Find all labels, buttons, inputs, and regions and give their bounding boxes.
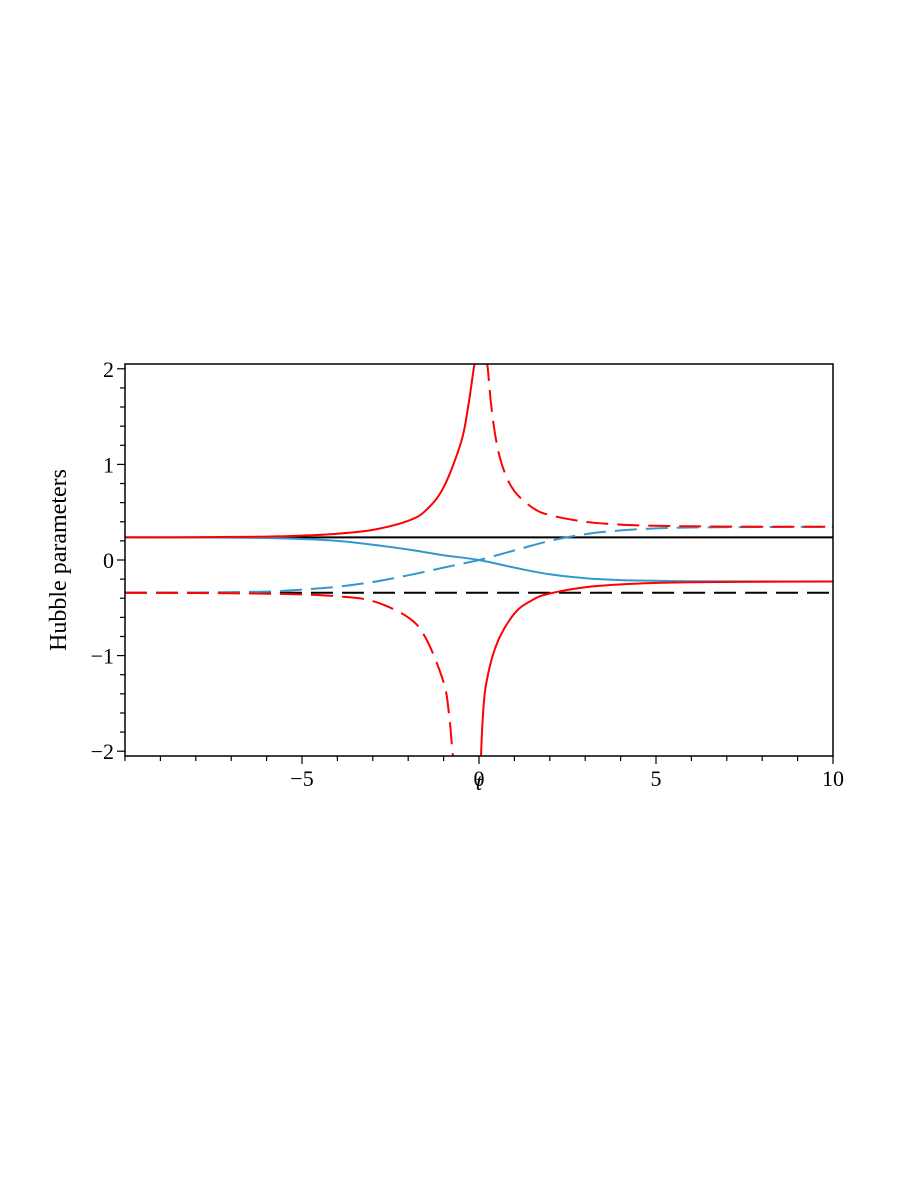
x-tick-label: 0 [474, 766, 485, 791]
series-line-5-branch-1 [486, 364, 833, 528]
series-line-4-branch-1 [479, 580, 833, 756]
y-tick-label: 1 [103, 452, 114, 477]
series-line-4-branch-0 [125, 364, 476, 539]
x-axis-label: t [476, 770, 484, 796]
x-tick-label: 5 [651, 766, 662, 791]
x-tick-label: 10 [822, 766, 844, 791]
series-line-3 [125, 525, 833, 594]
x-tick-label: −5 [290, 766, 313, 791]
y-tick-label: −1 [91, 644, 114, 669]
y-tick-label: 2 [103, 357, 114, 382]
series-layer [125, 364, 833, 756]
y-tick-label: −2 [91, 739, 114, 764]
series-line-5-branch-0 [125, 591, 455, 756]
y-axis-label: Hubble parameters [46, 469, 72, 651]
y-tick-label: 0 [103, 548, 114, 573]
